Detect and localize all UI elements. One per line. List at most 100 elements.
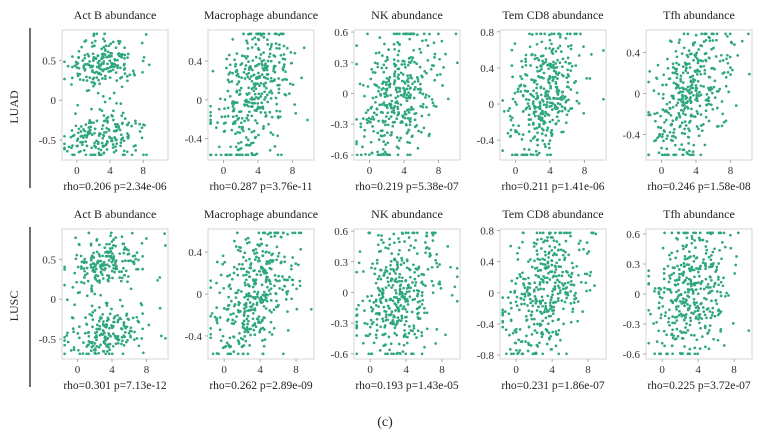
data-point — [122, 68, 126, 71]
data-point — [700, 335, 704, 338]
data-point — [569, 47, 573, 51]
data-point — [119, 317, 123, 321]
data-point — [275, 231, 279, 235]
data-point — [403, 332, 407, 336]
data-point — [220, 115, 224, 119]
data-point — [254, 64, 257, 68]
data-point — [254, 87, 258, 91]
data-point — [536, 131, 539, 135]
data-point — [444, 52, 447, 56]
y-tick-label: -0.3 — [331, 318, 349, 330]
data-point — [577, 273, 580, 277]
data-point — [512, 352, 516, 356]
data-point — [557, 119, 560, 123]
data-point — [379, 94, 383, 97]
data-point — [265, 299, 269, 303]
data-point — [251, 141, 255, 145]
y-tick-label: 0.4 — [626, 48, 640, 60]
data-point — [704, 245, 708, 248]
data-point — [235, 267, 239, 271]
data-point — [666, 287, 669, 291]
data-point — [88, 128, 92, 132]
data-point — [397, 237, 400, 240]
data-point — [85, 136, 88, 139]
data-point — [78, 78, 82, 81]
data-point — [92, 76, 96, 80]
data-point — [384, 120, 387, 123]
data-point — [95, 250, 99, 254]
data-point — [687, 267, 691, 270]
data-point — [664, 83, 668, 87]
data-point — [545, 153, 549, 157]
data-point — [91, 153, 95, 157]
data-point — [246, 322, 249, 326]
data-point — [143, 123, 146, 127]
data-point — [528, 45, 532, 49]
data-point — [363, 94, 366, 98]
data-point — [379, 325, 383, 329]
data-point — [243, 281, 247, 285]
data-point — [702, 310, 706, 313]
data-point — [426, 268, 430, 271]
data-point — [536, 238, 539, 241]
data-point — [694, 231, 698, 235]
data-point — [268, 330, 271, 334]
data-point — [568, 32, 572, 36]
data-point — [686, 308, 690, 312]
data-point — [403, 112, 407, 116]
data-point — [524, 53, 528, 57]
data-point — [554, 62, 558, 65]
data-point — [379, 277, 383, 281]
data-point — [91, 325, 94, 329]
data-point — [63, 268, 66, 271]
data-point — [383, 92, 386, 96]
data-point — [667, 316, 671, 320]
data-point — [510, 153, 514, 157]
data-point — [668, 274, 671, 278]
data-point — [534, 110, 538, 113]
data-point — [536, 143, 540, 147]
data-point — [262, 82, 266, 86]
data-point — [695, 51, 699, 55]
data-point — [523, 84, 527, 88]
data-point — [695, 256, 699, 259]
data-point — [527, 113, 531, 117]
data-point — [522, 231, 525, 235]
data-point — [278, 47, 281, 50]
data-point — [557, 352, 561, 356]
data-point — [252, 269, 255, 273]
data-point — [530, 33, 534, 36]
data-point — [237, 262, 241, 266]
data-point — [657, 329, 660, 333]
data-point — [696, 352, 700, 356]
data-point — [684, 326, 687, 329]
data-point — [546, 63, 549, 67]
data-point — [700, 279, 704, 283]
data-point — [542, 61, 546, 65]
data-point — [548, 153, 552, 157]
data-point — [277, 251, 281, 255]
data-point — [556, 58, 559, 62]
data-point — [282, 278, 286, 281]
data-point — [653, 352, 657, 356]
data-point — [268, 110, 272, 114]
data-point — [713, 96, 717, 99]
data-point — [359, 125, 363, 129]
data-point — [435, 253, 439, 256]
data-point — [715, 265, 719, 269]
data-point — [110, 269, 114, 273]
data-point — [694, 281, 698, 285]
points — [355, 231, 459, 356]
data-point — [565, 296, 568, 300]
data-point — [269, 282, 272, 286]
data-point — [218, 328, 222, 332]
data-point — [733, 43, 736, 46]
data-point — [524, 73, 527, 76]
data-point — [404, 66, 407, 69]
data-point — [665, 352, 668, 356]
data-point — [370, 322, 374, 326]
data-point — [382, 63, 386, 67]
data-point — [236, 148, 240, 152]
data-point — [83, 331, 87, 335]
